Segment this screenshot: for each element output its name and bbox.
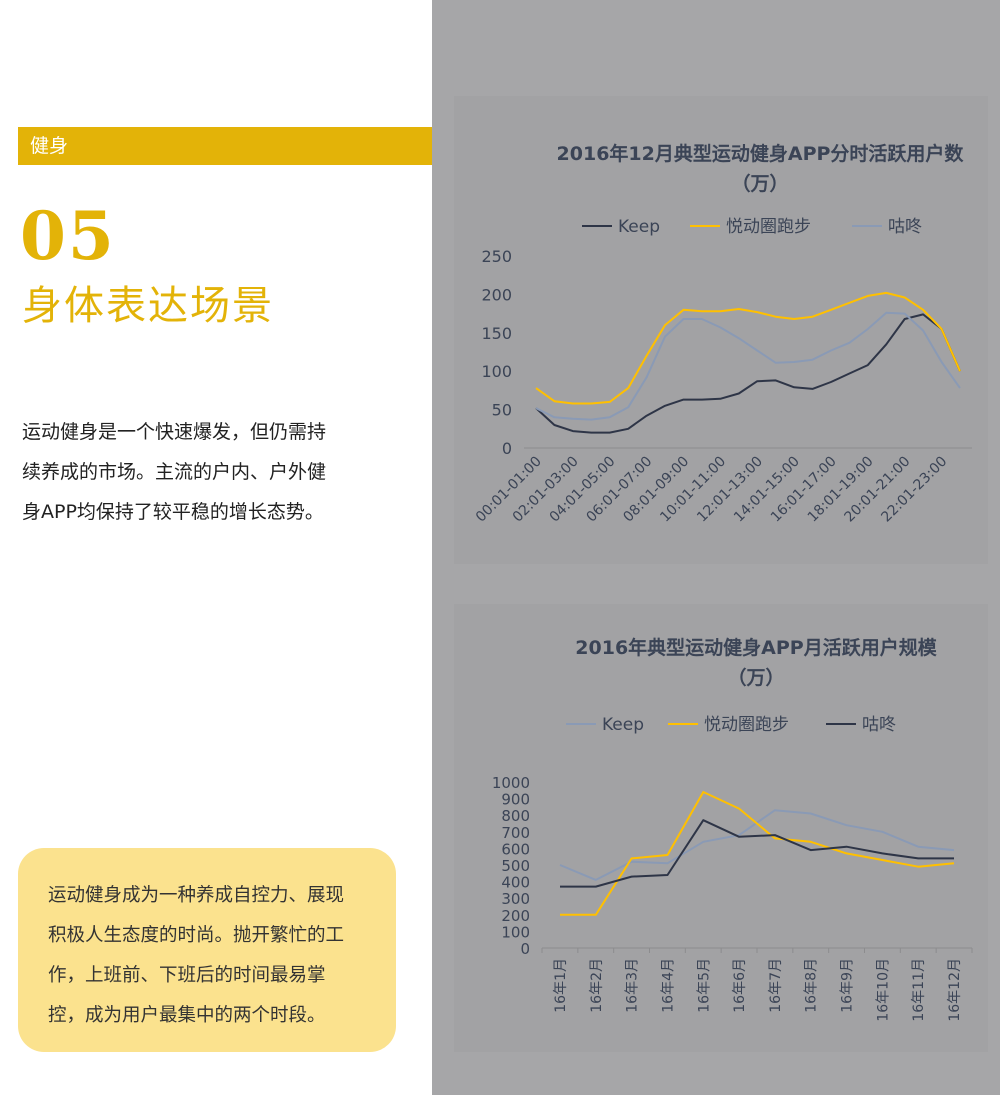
y-tick-label: 0: [502, 439, 512, 458]
section-tag-bar: 健身: [18, 127, 432, 165]
y-tick-label: 0: [520, 940, 530, 958]
legend-label: 咕咚: [888, 217, 922, 237]
y-tick-label: 900: [501, 791, 530, 809]
series-line: [535, 311, 961, 421]
y-tick-label: 1000: [492, 774, 530, 792]
callout-line: 积极人生态度的时尚。抛开繁忙的工: [48, 925, 345, 946]
intro-paragraph: 运动健身是一个快速爆发，但仍需持 续养成的市场。主流的户内、户外健 身APP均保…: [22, 412, 392, 532]
series-line: [535, 313, 961, 434]
section-title: 身体表达场景: [22, 283, 274, 329]
y-tick-label: 150: [481, 324, 512, 343]
callout-box: 运动健身成为一种养成自控力、展现 积极人生态度的时尚。抛开繁忙的工 作，上班前、…: [18, 848, 396, 1052]
legend-label: 悦动圈跑步: [726, 217, 811, 237]
monthly-chart-svg: 2016年典型运动健身APP月活跃用户规模 （万） Keep 悦动圈跑步 咕咚 01002…: [492, 636, 973, 1022]
y-tick-label: 500: [501, 857, 530, 875]
y-tick-label: 600: [501, 840, 530, 858]
x-tick-label: 22:01-23:00: [878, 454, 950, 526]
callout-line: 控，成为用户最集中的两个时段。: [48, 1005, 326, 1026]
y-tick-label: 100: [481, 362, 512, 381]
series-line: [559, 809, 955, 881]
x-tick-label: 16年5月: [696, 958, 712, 1013]
legend-label: 咕咚: [862, 715, 896, 735]
y-tick-label: 800: [501, 807, 530, 825]
series-line: [560, 791, 955, 916]
intro-line: 运动健身是一个快速爆发，但仍需持: [22, 421, 327, 443]
x-tick-label: 16年10月: [875, 958, 891, 1022]
y-tick-label: 700: [501, 824, 530, 842]
y-tick-label: 100: [501, 923, 530, 941]
y-tick-label: 250: [481, 247, 512, 266]
series-line: [535, 291, 961, 405]
callout-line: 运动健身成为一种养成自控力、展现: [48, 885, 345, 906]
y-tick-label: 200: [481, 285, 512, 304]
section-number: 05: [20, 197, 116, 275]
hourly-chart-svg: 2016年12月典型运动健身APP分时活跃用户数 （万） Keep 悦动圈跑步 咕咚 0 5…: [473, 142, 972, 526]
x-tick-label: 16年2月: [589, 958, 605, 1013]
chart-title: 2016年典型运动健身APP月活跃用户规模: [575, 636, 937, 659]
section-tag: 健身: [30, 135, 69, 157]
x-tick-label: 16年4月: [660, 958, 676, 1013]
y-tick-label: 50: [492, 401, 512, 420]
x-tick-label: 16年11月: [911, 958, 927, 1022]
chart-title: 2016年12月典型运动健身APP分时活跃用户数: [557, 142, 965, 165]
x-tick-label: 16年3月: [625, 958, 641, 1013]
chart-title: （万）: [731, 172, 788, 195]
x-tick-label: 16年1月: [553, 958, 569, 1013]
monthly-active-users-chart: 2016年典型运动健身APP月活跃用户规模 （万） Keep 悦动圈跑步 咕咚 0 100 2…: [454, 604, 988, 1052]
y-tick-label: 400: [501, 874, 530, 892]
legend-label: 悦动圈跑步: [704, 715, 789, 735]
legend-label: Keep: [602, 715, 644, 735]
intro-line: 身APP均保持了较平稳的增长态势。: [22, 501, 324, 523]
left-column: 健身 05 身体表达场景 运动健身是一个快速爆发，但仍需持 续养成的市场。主流的…: [0, 0, 432, 1095]
intro-line: 续养成的市场。主流的户内、户外健: [22, 461, 327, 483]
legend-label: Keep: [618, 217, 660, 237]
x-tick-label: 16年9月: [840, 958, 856, 1013]
y-tick-label: 200: [501, 907, 530, 925]
series-line: [560, 819, 954, 888]
callout-line: 作，上班前、下班后的时间最易掌: [48, 965, 326, 986]
hourly-active-users-chart: 2016年12月典型运动健身APP分时活跃用户数 （万） Keep 悦动圈跑步 咕咚 0 5…: [454, 96, 988, 564]
x-tick-label: 16年7月: [768, 958, 784, 1013]
x-tick-label: 16年12月: [947, 958, 963, 1022]
chart-title: （万）: [727, 666, 784, 689]
y-tick-label: 300: [501, 890, 530, 908]
x-tick-label: 16年6月: [732, 958, 748, 1013]
x-tick-label: 16年8月: [804, 958, 820, 1013]
